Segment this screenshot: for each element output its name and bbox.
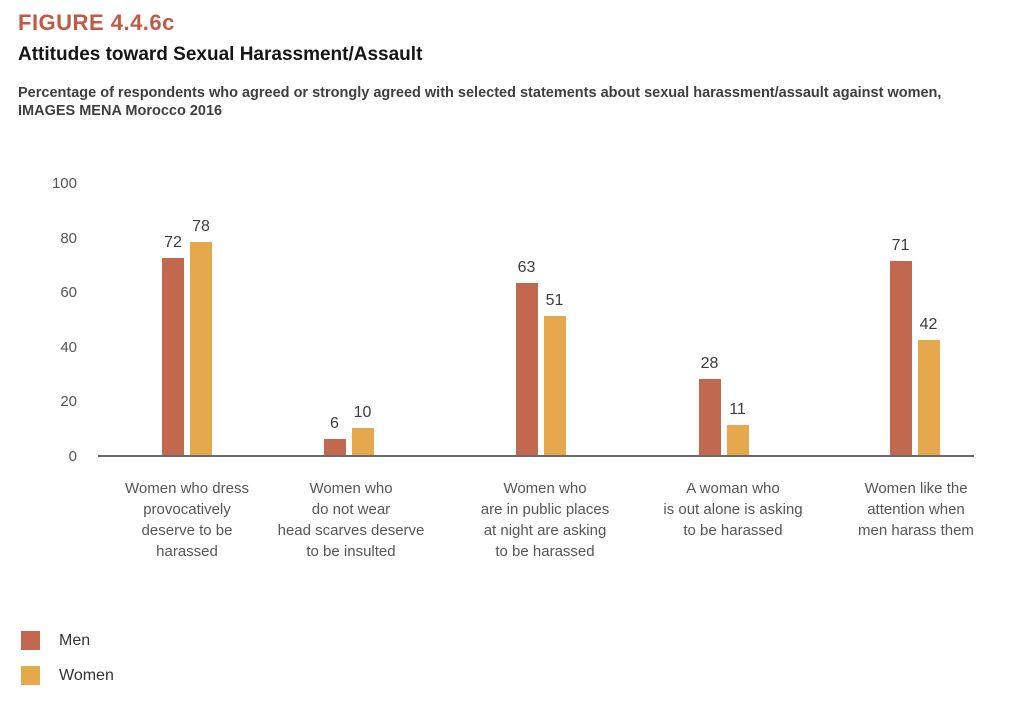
bar-value-label-women-group-1: 78: [192, 218, 210, 235]
bar-women-group-2: [351, 428, 374, 455]
legend-label-men: Men: [59, 631, 91, 649]
y-axis-tick-label: 40: [60, 338, 77, 356]
y-axis-tick-label: 100: [51, 175, 77, 192]
category-label-1: Women who dress provocatively deserve to…: [125, 480, 249, 560]
bar-women-group-4: [726, 425, 749, 455]
bar-value-label-women-group-4: 11: [729, 401, 746, 418]
bar-value-label-men-group-5: 71: [891, 237, 910, 254]
legend-item-men: Men: [21, 631, 114, 650]
bar-women-group-5: [917, 340, 940, 455]
x-axis-line: [98, 455, 974, 457]
bar-value-label-women-group-2: 10: [353, 404, 372, 421]
bar-value-label-men-group-3: 63: [517, 259, 536, 276]
bar-value-label-women-group-3: 51: [545, 292, 564, 309]
category-label-4: A woman who is out alone is asking to be…: [663, 480, 803, 539]
legend: Men Women: [21, 631, 114, 701]
bar-women-group-1: [190, 242, 212, 455]
bar-value-label-women-group-5: 42: [919, 316, 938, 333]
bar-value-label-men-group-4: 28: [700, 355, 719, 372]
subtitle-line-2: IMAGES MENA Morocco 2016: [18, 103, 223, 119]
bar-men-group-4: [698, 379, 721, 455]
figure-subtitle: Percentage of respondents who agreed or …: [18, 84, 1008, 120]
y-axis-tick-label: 0: [68, 448, 77, 465]
category-label-3: Women who are in public places at night …: [480, 480, 610, 560]
bar-men-group-1: [162, 258, 184, 455]
bar-value-label-men-group-1: 72: [164, 234, 182, 251]
legend-label-women: Women: [59, 666, 114, 684]
bar-men-group-3: [515, 283, 538, 455]
y-axis-tick-label: 80: [60, 229, 77, 247]
bar-men-group-5: [889, 261, 912, 455]
legend-item-women: Women: [21, 666, 114, 685]
y-axis-tick-label: 60: [60, 284, 77, 302]
bar-men-group-2: [323, 439, 346, 455]
figure-number-label: FIGURE 4.4.6c: [18, 10, 175, 35]
y-axis-tick-label: 20: [60, 393, 77, 411]
bar-women-group-3: [543, 316, 566, 455]
women-color-swatch: [21, 666, 40, 685]
figure-title: Attitudes toward Sexual Harassment/Assau…: [18, 44, 423, 65]
category-label-5: Women like the attention when men harass…: [858, 480, 974, 539]
subtitle-line-1: Percentage of respondents who agreed or …: [18, 85, 942, 101]
category-label-2: Women who do not wear head scarves deser…: [277, 480, 425, 560]
men-color-swatch: [21, 631, 40, 650]
bar-value-label-men-group-2: 6: [330, 415, 339, 432]
